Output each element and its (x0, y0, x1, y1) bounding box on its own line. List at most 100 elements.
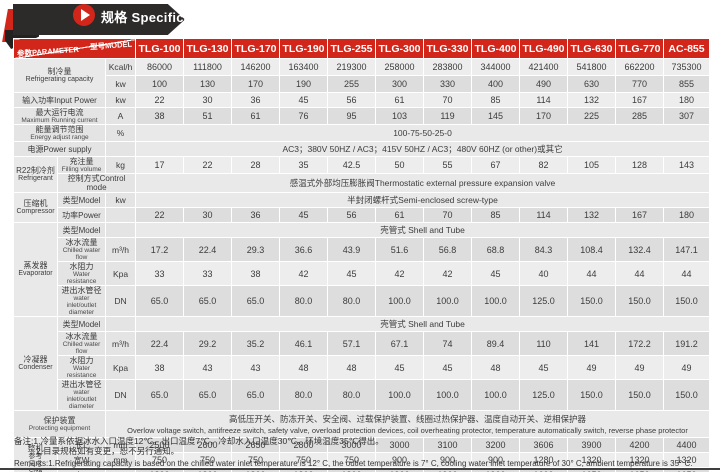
label-line: 水阻力 (69, 356, 94, 366)
label-line: 尺寸 (28, 460, 43, 468)
spec-value: 85 (471, 92, 521, 108)
spec-value: 61 (231, 107, 281, 125)
unit-cell (104, 141, 137, 157)
spec-value: 770 (615, 75, 665, 93)
spec-value: 61 (375, 92, 425, 108)
table-row: 水阻力 Water resistance Kpa 38 43 43 48 48 45 45 48 45… (14, 355, 711, 380)
spec-value: 56.8 (423, 237, 473, 262)
spec-value: 80.0 (279, 379, 329, 411)
spec-value: 30 (183, 92, 233, 108)
table-row: 冰水流量 Chilled water flow m³/h 17.2 22.4 29.3 36… (14, 237, 711, 262)
spec-value: 285 (615, 107, 665, 125)
spec-value: 42 (279, 261, 329, 286)
spec-value: 132.4 (615, 237, 665, 262)
label-line: 冰水流量 (65, 332, 98, 342)
label-line: Maximum Running current (21, 117, 98, 124)
spec-value: 29.2 (183, 331, 233, 356)
spec-value: 150.0 (663, 285, 711, 317)
spec-value: 105 (567, 156, 617, 174)
spec-value: 65.0 (183, 285, 233, 317)
spec-value: 146200 (231, 58, 281, 76)
spec-value: 132 (567, 207, 617, 223)
label-line: Evaporator (18, 270, 53, 277)
label-line: R22制冷剂 (16, 166, 55, 175)
spec-value: 49 (615, 355, 665, 380)
unit-cell: Kpa (104, 355, 137, 380)
label-line: Chilled water flow (62, 247, 101, 261)
spec-value: 84.3 (519, 237, 569, 262)
page-bottom-rule (0, 468, 720, 470)
spec-value: 42.5 (327, 156, 377, 174)
group-label: 制冷量 Refrigerating capacity (13, 58, 106, 93)
table-row: 水阻力 Water resistance Kpa 33 33 38 42 45 42 42 45 40… (14, 261, 711, 286)
unit-cell: A (104, 107, 137, 125)
spec-value: 150.0 (663, 379, 711, 411)
spec-value: 46.1 (279, 331, 329, 356)
spec-value: 283800 (423, 58, 473, 76)
spec-value: 141 (567, 331, 617, 356)
spec-value: 1320 (615, 452, 665, 468)
unit-cell (104, 316, 137, 332)
table-row: 整机 参考 尺寸 Size 长L mm 2500 2600 2650 2800 3000 3000 31… (13, 437, 711, 472)
spec-value: 38 (231, 261, 281, 286)
remark-zh-2: 2.目录规格如有变更，恕不另行通知。 (36, 446, 180, 456)
spec-value: 45 (327, 261, 377, 286)
model-header: TLG-630 (567, 38, 617, 59)
spec-value: 38 (135, 355, 185, 380)
label-line: 输入功率Input Power (22, 95, 97, 105)
model-header: TLG-130 (183, 38, 233, 59)
spec-value: 29.3 (231, 237, 281, 262)
model-header: TLG-300 (375, 38, 425, 59)
spec-value: 76 (279, 107, 329, 125)
spec-value: 900 (423, 452, 473, 468)
spec-value: 49 (567, 355, 617, 380)
table-row: 功率Power 22 30 36 45 56 61 70 85 114 132 167 180 (14, 207, 711, 223)
spec-value: 300 (375, 75, 425, 93)
row-label: 冰水流量 Chilled water flow (57, 331, 106, 356)
spec-value: 45 (423, 355, 473, 380)
label-line: 电源Power supply (27, 144, 92, 154)
spec-value: 44 (615, 261, 665, 286)
spec-value: 103 (375, 107, 425, 125)
label-line: 类型Model (62, 319, 101, 329)
unit-cell: mm (104, 437, 137, 453)
spec-value: 61 (375, 207, 425, 223)
unit-cell: Kcal/h (104, 58, 137, 76)
spec-value: 70 (423, 92, 473, 108)
label-line: 类型Model (62, 225, 101, 235)
spec-value: 45 (279, 92, 329, 108)
unit-cell: kw (104, 75, 137, 93)
row-label: 功率Power (57, 207, 106, 223)
spec-value: 167 (615, 207, 665, 223)
unit-cell: m³/h (104, 331, 137, 356)
spec-value: 900 (375, 452, 425, 468)
table-row: 电源Power supply AC3；380V 50HZ / AC3；415V 5… (13, 141, 711, 157)
label-line: Water resistance (66, 365, 97, 379)
group-label: 冷凝器 Condenser (13, 316, 58, 411)
spec-value: 50 (375, 156, 425, 174)
spec-value: 49 (663, 355, 711, 380)
spec-value: 45 (279, 207, 329, 223)
label-line: 最大运行电流 (35, 108, 84, 118)
spec-value: 180 (663, 207, 711, 223)
spec-span: AC3；380V 50HZ / AC3；415V 50HZ / AC3；480V… (135, 141, 711, 157)
spec-value: 80.0 (327, 285, 377, 317)
spec-value: 44 (663, 261, 711, 286)
spec-value: 3200 (471, 437, 521, 453)
row-label: 长L (57, 437, 106, 453)
spec-value: 56 (327, 92, 377, 108)
label-line: 制冷量 (47, 67, 72, 76)
spec-value: 150.0 (615, 285, 665, 317)
model-header: TLG-170 (231, 38, 281, 59)
spec-value: 3100 (423, 437, 473, 453)
spec-value: 255 (327, 75, 377, 93)
table-row: 冷凝器 Condenser 类型Model 壳管式 Shell and Tube (13, 316, 711, 411)
row-label: 水阻力 Water resistance (57, 355, 106, 380)
spec-value: 35.2 (231, 331, 281, 356)
spec-value: 119 (423, 107, 473, 125)
spec-value: 22 (135, 92, 185, 108)
spec-value: 100.0 (423, 285, 473, 317)
spec-value: 43 (231, 355, 281, 380)
protection-line: 高低压开关、防冻开关、安全阀、过载保护装置、线圈过热保护器、温度自动开关、逆相保… (229, 413, 587, 424)
spec-value: 85 (471, 207, 521, 223)
